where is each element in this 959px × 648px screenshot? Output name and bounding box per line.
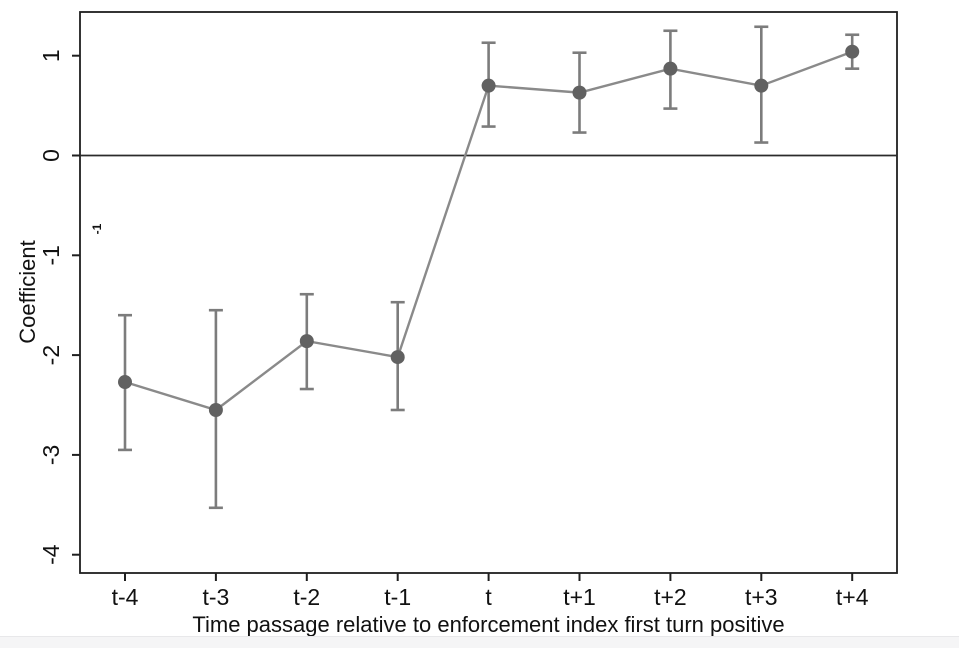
data-point [118,375,132,390]
x-tick-label: t+2 [654,584,687,610]
data-point [299,334,314,349]
data-point [845,44,860,59]
x-tick-label: t-2 [293,584,320,610]
y-axis-title: Coefficient [15,240,40,344]
y-tick-label: -2 [38,345,64,365]
x-tick-label: t+1 [563,584,596,610]
x-tick-label: t+3 [745,584,778,610]
data-point [208,402,223,417]
x-tick-label: t+4 [836,584,869,610]
y-tick-label: -3 [38,445,64,465]
x-tick-label: t [485,584,492,610]
x-tick-label: t-4 [112,584,139,610]
data-point [390,350,405,365]
y-tick-label: 0 [38,149,64,162]
y-tick-label: 1 [38,49,64,62]
data-point [481,78,496,93]
x-tick-label: t-3 [202,584,229,610]
x-tick-label: t-1 [384,584,411,610]
x-axis-title: Time passage relative to enforcement ind… [192,612,785,637]
y-tick-label: -4 [38,544,64,565]
stray-annotation: -1 [90,223,104,235]
data-point [754,78,769,93]
y-tick-label: -1 [38,245,64,265]
data-point [663,61,678,76]
data-point [572,85,587,100]
bottom-window-strip [0,636,959,648]
